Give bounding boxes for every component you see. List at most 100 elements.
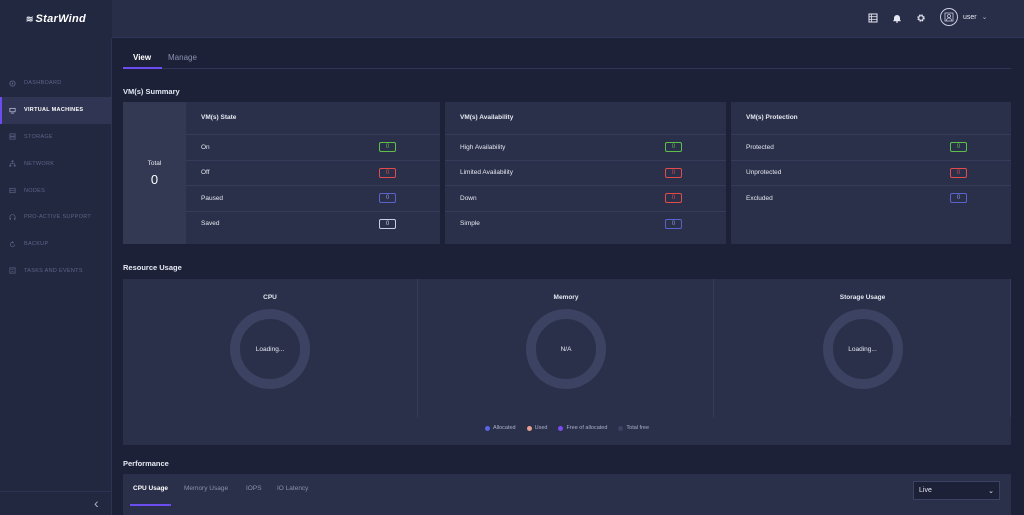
sidebar-item-tasks-and-events[interactable]: TASKS AND EVENTS — [0, 258, 112, 285]
network-icon — [8, 160, 16, 168]
tab-io-latency[interactable]: IO Latency — [277, 485, 309, 492]
storage-title: Storage Usage — [839, 294, 886, 301]
count-badge: 0 — [950, 142, 967, 153]
legend-dot — [484, 425, 490, 431]
vm-summary-title: VM(s) Summary — [123, 87, 180, 96]
backup-icon — [8, 240, 16, 248]
row-label: Simple — [460, 220, 480, 228]
view-tabs: View Manage — [123, 50, 1011, 69]
memory-status: N/A — [560, 345, 572, 353]
chevron-down-icon: ⌄ — [981, 14, 988, 21]
protection-row-unprotected[interactable]: Unprotected 0 — [731, 159, 1011, 186]
count-badge: 0 — [665, 218, 682, 229]
sidebar-item-label: NODES — [24, 187, 46, 194]
cpu-title: CPU — [263, 294, 277, 301]
sidebar: ≋ StarWind DASHBOARD VIRTUAL MACHINES ST… — [0, 0, 112, 515]
sidebar-item-network[interactable]: NETWORK — [0, 150, 112, 177]
total-value: 0 — [150, 171, 159, 187]
state-row-off[interactable]: Off 0 — [186, 159, 440, 186]
total-card: Total 0 — [123, 102, 186, 244]
sidebar-item-nodes[interactable]: NODES — [0, 177, 112, 204]
cpu-donut-chart: Loading... — [230, 309, 310, 389]
protection-row-protected[interactable]: Protected 0 — [731, 134, 1011, 160]
availability-row-down[interactable]: Down 0 — [445, 185, 726, 211]
row-label: Saved — [201, 220, 220, 228]
vm-state-card: VM(s) State On 0 Off 0 Paused 0 Saved 0 — [186, 102, 440, 244]
sidebar-item-storage[interactable]: STORAGE — [0, 124, 112, 151]
protection-row-excluded[interactable]: Excluded 0 — [731, 185, 1011, 211]
row-label: Limited Availability — [460, 169, 513, 177]
tab-cpu-usage[interactable]: CPU Usage — [133, 485, 169, 492]
active-perf-tab-indicator — [130, 504, 171, 506]
support-icon — [8, 213, 16, 221]
row-label: High Availability — [460, 143, 506, 151]
state-row-on[interactable]: On 0 — [186, 134, 440, 160]
count-badge: 0 — [665, 193, 682, 204]
count-badge: 0 — [379, 167, 396, 178]
vm-icon — [8, 106, 16, 114]
availability-row-high[interactable]: High Availability 0 — [445, 134, 726, 160]
vm-availability-title: VM(s) Availability — [460, 114, 514, 121]
wave-logo-icon: ≋ — [25, 13, 33, 24]
legend-total-free[interactable]: Total free — [618, 425, 649, 431]
resource-usage-title: Resource Usage — [123, 263, 182, 272]
sidebar-footer: ‹ — [0, 491, 112, 515]
brand-logo[interactable]: ≋ StarWind — [0, 0, 112, 38]
nodes-icon — [8, 187, 16, 195]
storage-donut-chart: Loading... — [822, 309, 903, 389]
top-bar: user ⌄ — [112, 0, 1024, 38]
live-select[interactable]: Live ⌄ — [913, 481, 1000, 500]
collapse-sidebar-button[interactable]: ‹ — [94, 495, 99, 511]
cpu-usage-widget: CPU Loading... — [123, 279, 418, 417]
state-row-saved[interactable]: Saved 0 — [186, 210, 440, 237]
legend-allocated[interactable]: Allocated — [484, 425, 516, 431]
count-badge: 0 — [379, 142, 396, 153]
sidebar-item-dashboard[interactable]: DASHBOARD — [0, 70, 112, 97]
state-row-paused[interactable]: Paused 0 — [186, 185, 440, 211]
sidebar-item-label: STORAGE — [24, 133, 53, 140]
availability-row-limited[interactable]: Limited Availability 0 — [445, 159, 726, 186]
sidebar-item-backup[interactable]: BACKUP — [0, 231, 112, 258]
sidebar-item-label: TASKS AND EVENTS — [24, 267, 83, 274]
legend-label: Used — [534, 425, 548, 431]
legend-used[interactable]: Used — [526, 425, 548, 431]
row-label: Down — [460, 194, 477, 202]
tab-view[interactable]: View — [133, 53, 152, 62]
row-label: Unprotected — [746, 169, 782, 177]
tab-iops[interactable]: IOPS — [246, 485, 262, 492]
storage-icon — [8, 133, 16, 141]
total-label: Total — [147, 159, 162, 167]
performance-title: Performance — [123, 459, 169, 468]
count-badge: 0 — [950, 193, 967, 204]
memory-usage-widget: Memory N/A — [419, 279, 714, 417]
gear-icon[interactable] — [915, 12, 927, 24]
tab-memory-usage[interactable]: Memory Usage — [184, 485, 229, 492]
bell-icon[interactable] — [891, 12, 903, 24]
row-label: Off — [201, 169, 210, 177]
tasks-icon — [8, 267, 16, 275]
tab-manage[interactable]: Manage — [168, 53, 197, 62]
sidebar-item-pro-active-support[interactable]: PRO-ACTIVE SUPPORT — [0, 204, 112, 231]
resource-legend: Allocated Used Free of allocated Total f… — [123, 425, 1011, 431]
row-label: On — [201, 143, 210, 151]
list-icon[interactable] — [867, 12, 879, 24]
user-menu[interactable]: user ⌄ — [940, 8, 988, 26]
legend-dot — [558, 425, 564, 431]
sidebar-item-label: BACKUP — [24, 241, 49, 248]
legend-label: Total free — [626, 425, 650, 431]
legend-free-of-allocated[interactable]: Free of allocated — [558, 425, 607, 431]
availability-row-simple[interactable]: Simple 0 — [445, 210, 726, 237]
avatar-icon — [940, 8, 958, 26]
chevron-down-icon: ⌄ — [988, 487, 994, 495]
memory-donut-chart: N/A — [526, 309, 606, 389]
count-badge: 0 — [379, 193, 396, 204]
sidebar-item-virtual-machines[interactable]: VIRTUAL MACHINES — [0, 96, 112, 124]
count-badge: 0 — [665, 167, 682, 178]
row-label: Protected — [746, 143, 774, 151]
sidebar-nav: DASHBOARD VIRTUAL MACHINES STORAGE NETWO… — [0, 70, 112, 284]
sidebar-item-label: NETWORK — [24, 160, 55, 167]
active-tab-indicator — [123, 67, 162, 69]
brand-name: StarWind — [35, 13, 87, 25]
performance-panel: CPU Usage Memory Usage IOPS IO Latency L… — [123, 474, 1011, 515]
